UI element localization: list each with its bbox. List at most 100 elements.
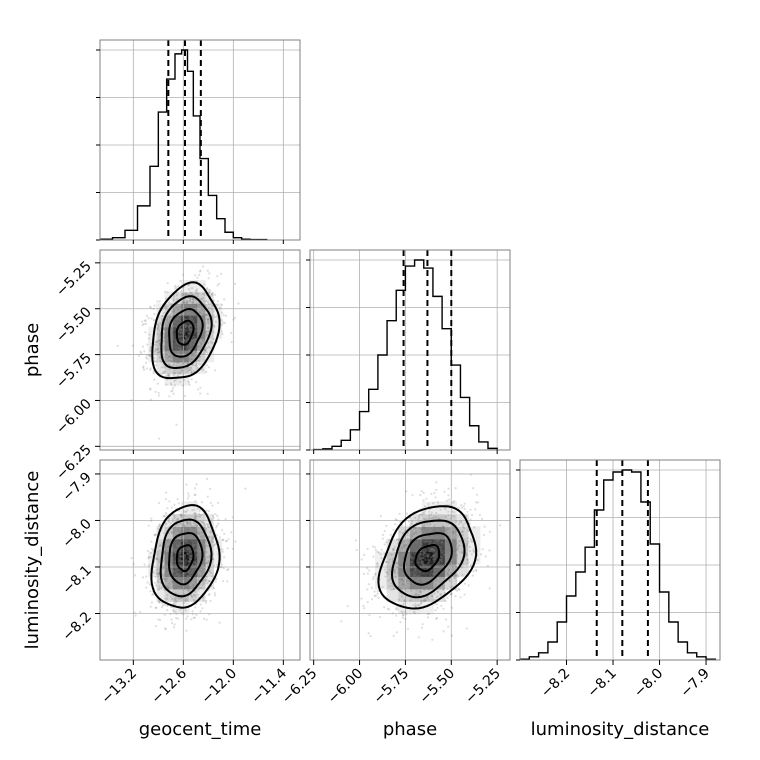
sample-point [432,581,435,584]
sample-point [443,543,446,546]
sample-point [178,558,181,561]
sample-point [439,537,442,540]
sample-point [172,609,175,612]
sample-point [392,547,395,551]
panel-frame [519,459,721,661]
sample-point [449,580,452,583]
sample-point [190,358,193,361]
sample-point [440,604,443,607]
sample-point [168,313,171,316]
sample-point [386,607,389,610]
sample-point [183,325,186,329]
sample-point [187,329,190,332]
sample-point [400,551,403,555]
sample-point [438,580,441,583]
sample-point [479,553,482,556]
sample-point [226,569,229,572]
sample-point [185,560,188,563]
sample-point [203,522,206,525]
sample-point [432,554,435,557]
sample-point [488,530,491,533]
contour-level [414,544,441,573]
sample-point [195,561,198,564]
sample-point [182,317,185,321]
sample-point [433,568,436,572]
sample-point [194,595,197,599]
sample-point [194,579,197,582]
sample-point [202,547,205,550]
sample-point [424,563,427,566]
sample-point [191,530,194,533]
sample-point [452,539,455,542]
sample-point [188,324,191,327]
sample-point [200,342,203,345]
sample-point [176,345,179,348]
sample-point [183,328,186,331]
sample-point [444,599,447,602]
sample-point [168,395,171,398]
sample-point [175,583,178,586]
sample-point [163,565,166,568]
sample-point [392,569,396,573]
sample-point [196,593,199,596]
sample-point [182,323,185,326]
sample-point [185,299,188,302]
sample-point [185,336,188,339]
sample-point [181,566,184,569]
sample-point [369,635,372,638]
sample-point [204,578,207,581]
sample-point [207,318,210,321]
sample-point [195,524,198,528]
sample-point [427,612,430,616]
sample-point [191,301,194,304]
density-cell [189,538,198,552]
sample-point [173,549,176,552]
sample-point [196,305,199,308]
sample-point [403,600,406,603]
sample-point [417,604,420,607]
sample-point [183,529,186,533]
sample-point [172,557,175,560]
sample-point [207,302,210,306]
sample-point [175,286,178,289]
sample-point [184,546,187,550]
sample-point [179,550,183,553]
sample-point [177,527,180,530]
sample-point [194,328,198,331]
sample-point [400,561,403,565]
sample-point [420,529,423,532]
contour-level [390,519,466,599]
sample-point [230,531,233,534]
sample-point [161,314,164,317]
sample-point [183,301,186,304]
sample-point [408,556,411,559]
sample-point [157,581,160,584]
sample-point [401,569,404,572]
sample-point [174,597,177,600]
sample-point [200,308,203,311]
sample-point [407,570,410,574]
sample-point [437,539,440,542]
sample-point [173,372,176,375]
sample-point [213,326,216,329]
sample-point [189,291,192,294]
sample-point [166,321,170,324]
sample-point [385,541,388,544]
sample-point [198,326,201,329]
sample-point [194,500,197,503]
sample-point [153,304,156,307]
sample-point [181,349,184,352]
sample-point [448,555,451,558]
sample-point [465,553,469,556]
sample-point [193,512,196,515]
sample-point [203,313,206,316]
sample-point [158,545,161,548]
sample-point [437,542,440,545]
sample-point [164,335,167,338]
sample-point [436,606,439,609]
sample-point [165,348,168,351]
sample-point [430,556,433,559]
sample-point [174,341,177,344]
sample-point [419,543,423,546]
sample-point [207,342,210,345]
